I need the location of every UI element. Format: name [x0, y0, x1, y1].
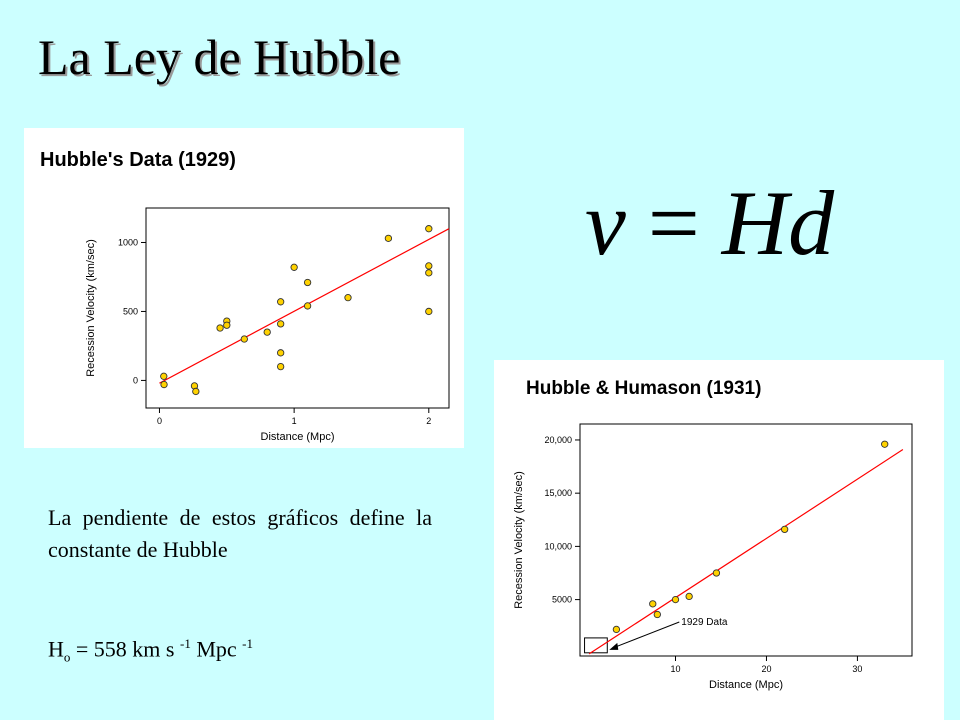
annotation-arrow [613, 621, 680, 649]
plot-frame [145, 207, 450, 409]
data-point [192, 387, 200, 396]
data-point [303, 278, 312, 287]
data-point [685, 592, 693, 601]
data-point [277, 362, 285, 371]
data-point [277, 349, 285, 357]
annotation-box [584, 637, 608, 654]
x-tick-label: 2 [426, 416, 431, 426]
constant-symbol: H [48, 636, 64, 662]
equation-sign: = [647, 172, 700, 274]
chart-title: Hubble & Humason (1931) [526, 378, 761, 399]
data-point [277, 320, 285, 328]
y-tick-label: 10,000 [544, 541, 572, 551]
data-point [425, 262, 433, 270]
x-tick-label: 10 [670, 664, 680, 674]
constant-subscript: o [63, 649, 71, 665]
constant-exp-2: -1 [242, 636, 253, 651]
slide-title: La Ley de Hubble [38, 29, 401, 85]
y-tick-label: 1000 [118, 237, 138, 247]
y-tick-label: 15,000 [544, 488, 572, 498]
x-tick-label: 30 [852, 664, 862, 674]
data-point [223, 321, 231, 329]
constant-value: = 558 km s [70, 636, 180, 662]
hubble-constant: Ho = 558 km s -1 Mpc -1 [48, 636, 253, 666]
x-tick-label: 0 [157, 416, 162, 426]
data-point [216, 324, 224, 332]
y-tick-label: 500 [123, 306, 138, 316]
chart-1931: Hubble & Humason (1931) 10 20 30 5000 10,000 1… [513, 378, 913, 691]
data-point [425, 269, 433, 277]
x-axis-label: Distance (Mpc) [261, 431, 335, 443]
chart-panel-1931: Hubble & Humason (1931) 10 20 30 5000 10,000 1… [494, 360, 944, 720]
y-axis-label: Recession Velocity (km/sec) [513, 471, 525, 609]
constant-unit: Mpc [190, 636, 243, 662]
data-point [671, 595, 680, 604]
data-point [653, 610, 661, 619]
data-point [277, 298, 285, 306]
fit-line [588, 449, 904, 655]
y-tick-label: 5000 [552, 595, 572, 605]
data-point [712, 569, 721, 577]
data-point [344, 294, 352, 302]
plot-frame [579, 423, 913, 657]
constant-exp-1: -1 [179, 636, 191, 651]
hubble-equation: v = Hd [585, 170, 834, 276]
x-tick-label: 1 [292, 416, 297, 426]
annotation-label: 1929 Data [681, 617, 728, 628]
equation-rhs: Hd [721, 172, 835, 274]
data-point [240, 335, 248, 343]
description-text: La pendiente de estos gráficos define la… [48, 505, 432, 562]
chart-title: Hubble's Data (1929) [40, 149, 236, 171]
x-tick-label: 20 [761, 664, 771, 674]
data-point [612, 625, 621, 634]
data-point [160, 372, 168, 380]
chart-1929: Hubble's Data (1929) 0 1 2 0 500 1000 Distance … [40, 149, 450, 443]
data-point [384, 234, 393, 242]
data-point [781, 525, 789, 534]
annotation-arrowhead [609, 642, 619, 650]
x-axis-label: Distance (Mpc) [709, 679, 783, 691]
chart-panel-1929: Hubble's Data (1929) 0 1 2 0 500 1000 Distance … [24, 128, 464, 448]
y-tick-label: 0 [133, 375, 138, 385]
data-point [263, 328, 271, 336]
data-point [290, 263, 298, 271]
data-point [303, 302, 312, 310]
data-point [881, 440, 889, 448]
data-point [160, 380, 168, 389]
data-point [425, 225, 433, 233]
y-axis-label: Recession Velocity (km/sec) [85, 239, 97, 377]
y-tick-label: 20,000 [544, 435, 572, 445]
data-point [649, 600, 657, 608]
equation-lhs: v [585, 172, 626, 274]
data-point [425, 307, 433, 316]
